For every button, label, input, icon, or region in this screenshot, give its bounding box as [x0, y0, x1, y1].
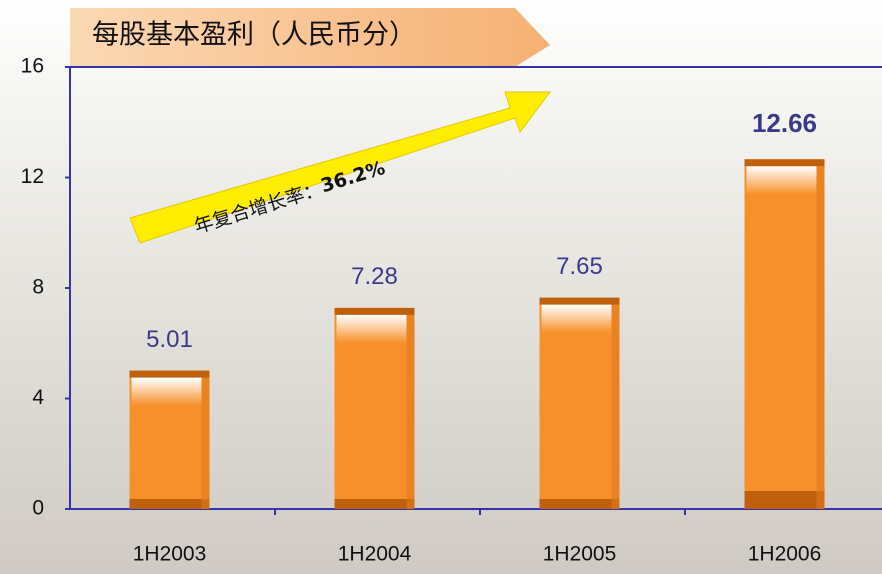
- bar-edge: [817, 166, 825, 509]
- bar-shine: [337, 315, 407, 343]
- y-tick-label: 16: [21, 55, 44, 78]
- bar-shine: [132, 378, 202, 406]
- bar: [745, 159, 825, 509]
- y-tick-label: 0: [32, 497, 44, 520]
- bar-base: [745, 491, 825, 509]
- value-label: 7.28: [351, 263, 398, 290]
- bar-base: [130, 499, 210, 509]
- value-label: 7.65: [556, 253, 603, 280]
- bar-cap: [335, 308, 415, 315]
- bar-edge: [202, 378, 210, 509]
- bar-shine: [542, 305, 612, 333]
- value-label: 12.66: [752, 108, 817, 138]
- bar-base: [540, 499, 620, 509]
- bar-cap: [540, 298, 620, 305]
- bar-base: [335, 499, 415, 509]
- chart: 每股基本盈利（人民币分） 年复合增长率： 36.2% 04812161H2003…: [0, 0, 882, 574]
- y-tick-label: 12: [21, 165, 44, 188]
- value-label: 5.01: [146, 326, 193, 353]
- bar-edge: [612, 305, 620, 509]
- y-tick-label: 4: [32, 386, 44, 409]
- bar-shine: [747, 166, 817, 194]
- x-tick-label: 1H2005: [543, 543, 617, 566]
- x-tick-label: 1H2006: [748, 543, 822, 566]
- bar-edge: [407, 315, 415, 509]
- y-tick-label: 8: [32, 276, 44, 299]
- x-tick-label: 1H2003: [133, 543, 207, 566]
- bar-cap: [745, 159, 825, 166]
- chart-title: 每股基本盈利（人民币分）: [92, 20, 416, 51]
- bar-cap: [130, 371, 210, 378]
- x-tick-label: 1H2004: [338, 543, 412, 566]
